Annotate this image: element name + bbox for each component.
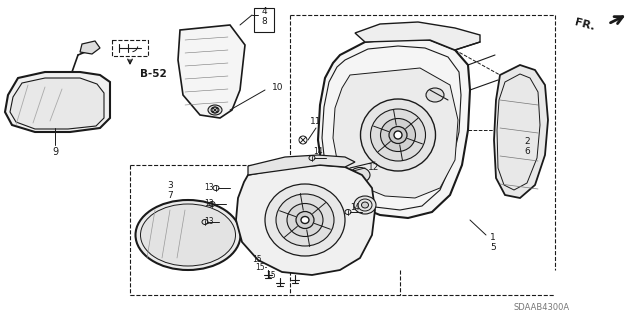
- Polygon shape: [80, 41, 100, 54]
- Text: B-52: B-52: [140, 69, 167, 79]
- Ellipse shape: [360, 99, 435, 171]
- Polygon shape: [355, 22, 480, 50]
- Polygon shape: [318, 38, 470, 218]
- Polygon shape: [10, 78, 104, 129]
- Ellipse shape: [276, 194, 334, 246]
- Text: 13: 13: [204, 183, 214, 192]
- Ellipse shape: [354, 196, 376, 214]
- Text: 7: 7: [167, 190, 173, 199]
- Ellipse shape: [381, 118, 415, 152]
- Text: 8: 8: [261, 18, 267, 26]
- Text: 13: 13: [204, 199, 214, 209]
- Text: 2: 2: [524, 137, 530, 146]
- Text: SDAAB4300A: SDAAB4300A: [514, 303, 570, 313]
- Ellipse shape: [141, 204, 236, 266]
- Text: FR.: FR.: [573, 18, 596, 33]
- Text: 3: 3: [167, 181, 173, 189]
- Ellipse shape: [296, 211, 314, 228]
- Text: 14: 14: [350, 203, 360, 211]
- Polygon shape: [333, 68, 458, 198]
- Ellipse shape: [394, 131, 402, 139]
- Polygon shape: [236, 165, 375, 275]
- Text: 5: 5: [490, 243, 496, 253]
- Ellipse shape: [265, 184, 345, 256]
- Text: 14: 14: [313, 147, 323, 157]
- Ellipse shape: [371, 109, 426, 161]
- Text: 1: 1: [490, 234, 496, 242]
- Ellipse shape: [301, 217, 309, 224]
- Ellipse shape: [389, 127, 407, 144]
- Text: 15: 15: [252, 256, 262, 264]
- Ellipse shape: [426, 88, 444, 102]
- Text: 10: 10: [272, 84, 284, 93]
- Ellipse shape: [287, 204, 323, 236]
- Ellipse shape: [350, 167, 370, 182]
- Polygon shape: [5, 72, 110, 132]
- Ellipse shape: [136, 200, 241, 270]
- Text: 12: 12: [368, 162, 380, 172]
- Ellipse shape: [362, 202, 369, 208]
- Text: 4: 4: [261, 8, 267, 17]
- Text: 15: 15: [266, 271, 276, 279]
- Polygon shape: [248, 155, 355, 175]
- Ellipse shape: [208, 105, 222, 115]
- Text: 6: 6: [524, 147, 530, 157]
- Polygon shape: [494, 65, 548, 198]
- Text: 13: 13: [204, 218, 214, 226]
- Text: 15-: 15-: [255, 263, 268, 272]
- Text: 11: 11: [310, 117, 321, 127]
- Polygon shape: [178, 25, 245, 118]
- Text: 9: 9: [52, 147, 58, 157]
